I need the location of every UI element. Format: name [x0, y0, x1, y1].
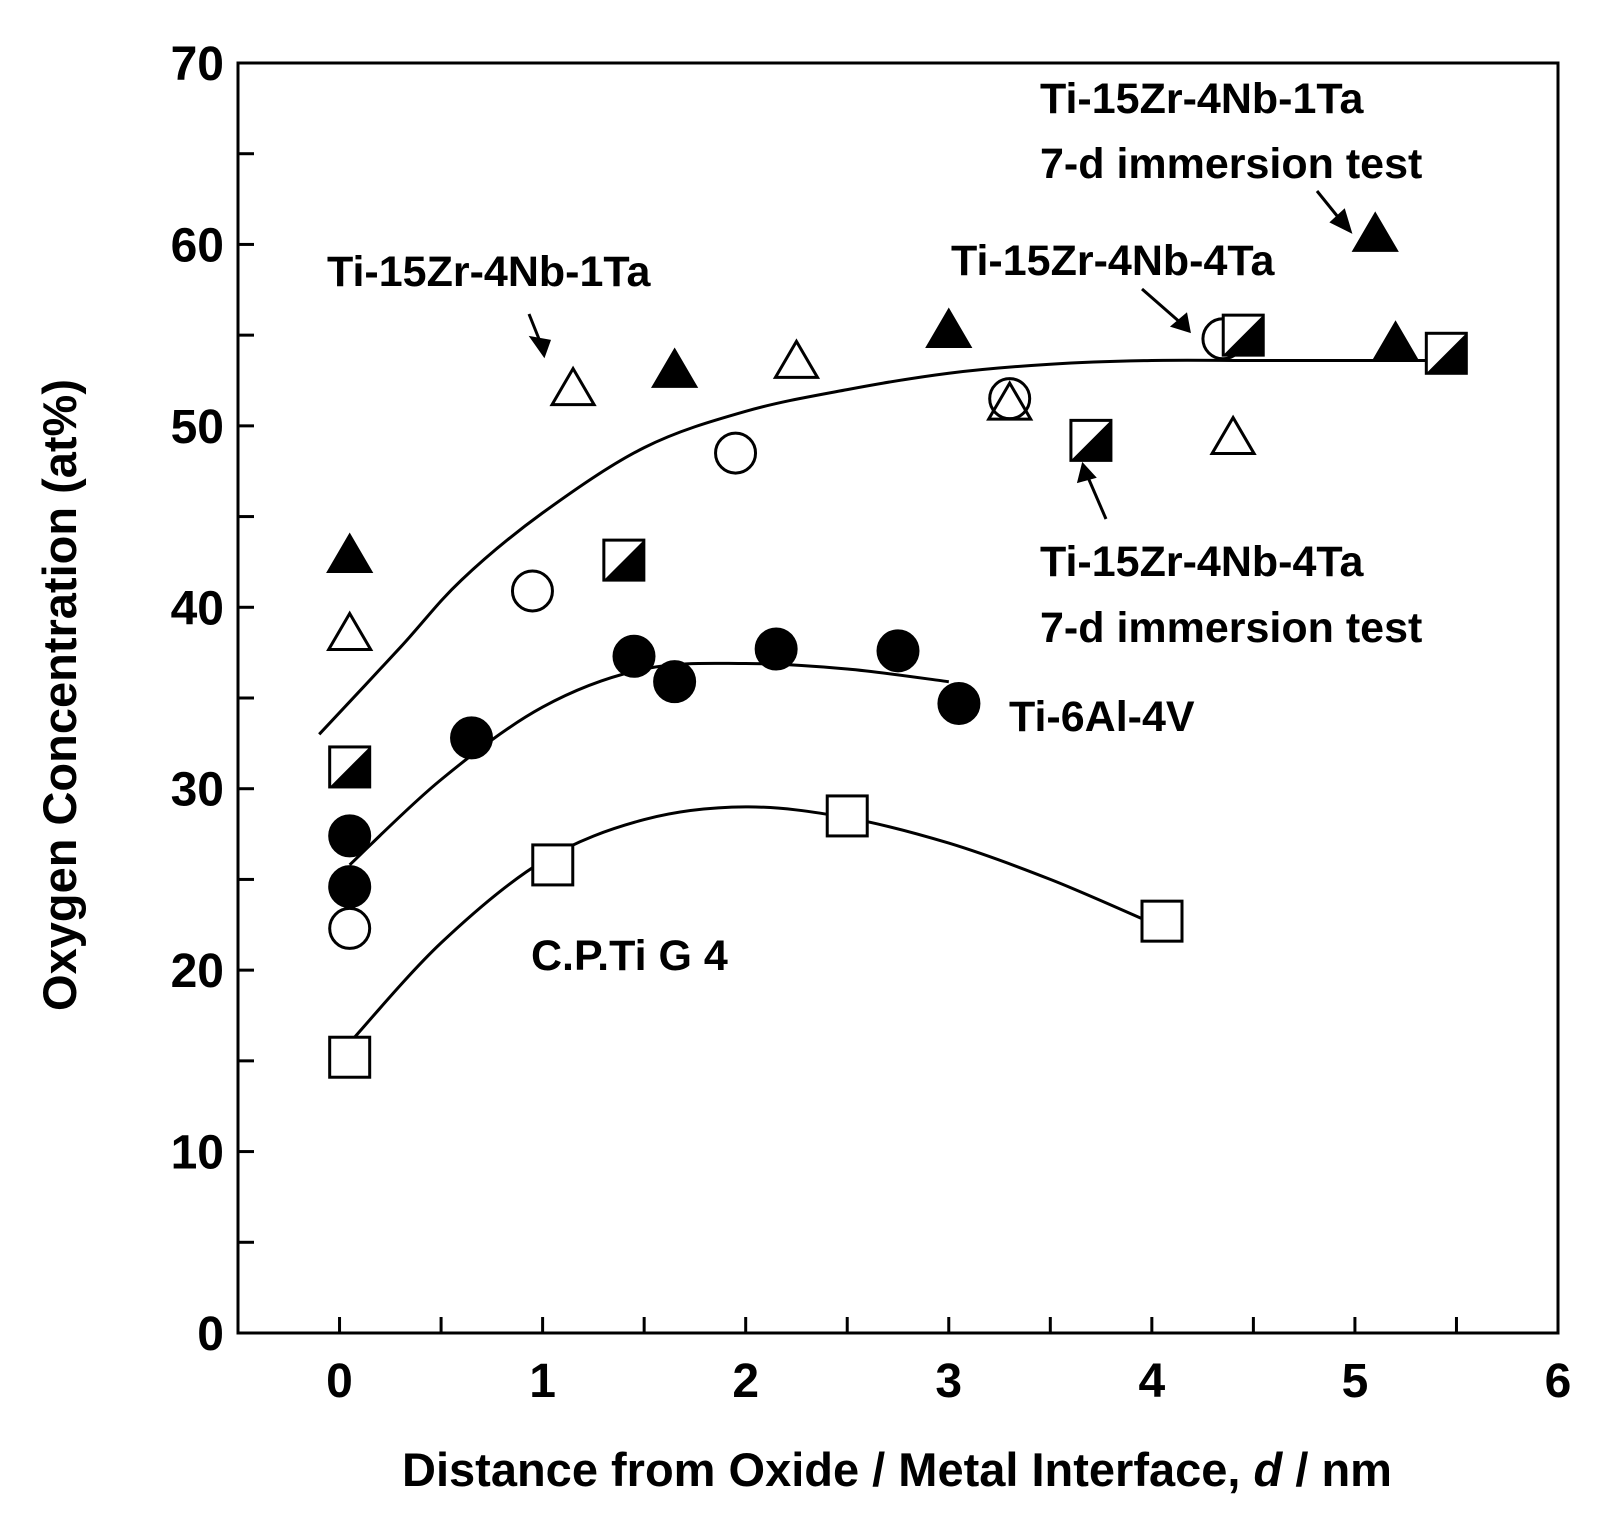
data-point-zr-1ta — [326, 610, 374, 651]
arrow-head-zr-4ta — [1169, 312, 1191, 334]
x-axis-title-unit: / nm — [1282, 1443, 1392, 1496]
label-zr-1ta: Ti-15Zr-4Nb-1Ta — [327, 248, 651, 296]
label-zr-4ta: Ti-15Zr-4Nb-4Ta — [951, 237, 1275, 285]
arrow-zr-4ta — [1141, 287, 1183, 326]
data-point-zr-1ta-immersion — [651, 347, 699, 388]
label-ti6al4v: Ti-6Al-4V — [1009, 693, 1195, 741]
label-zr-1ta-immersion-line1: Ti-15Zr-4Nb-1Ta — [1040, 75, 1364, 123]
data-point-zr-4ta — [328, 906, 372, 950]
marker-outline — [1424, 331, 1468, 375]
data-point-cp-ti — [1140, 899, 1184, 943]
data-point-zr-4ta-immersion — [328, 745, 372, 789]
marker-fill — [1070, 420, 1111, 461]
y-tick-label: 60 — [171, 219, 224, 272]
x-axis-title-main: Distance from Oxide / Metal Interface, — [402, 1443, 1254, 1496]
data-point-zr-1ta-immersion — [925, 307, 973, 349]
data-point-ti6al4v — [450, 716, 494, 760]
data-point-ti6al4v — [754, 627, 798, 671]
y-tick-label: 70 — [171, 38, 224, 91]
x-axis-title: Distance from Oxide / Metal Interface, d… — [402, 1443, 1392, 1496]
label-zr-4ta-immersion-line2: 7-d immersion test — [1040, 604, 1422, 652]
x-tick-label: 4 — [1138, 1355, 1165, 1408]
data-point-zr-1ta-immersion — [1351, 211, 1399, 252]
data-point-ti6al4v — [328, 814, 372, 858]
data-point-ti6al4v — [876, 629, 920, 673]
y-tick-label: 20 — [171, 945, 224, 998]
data-point-cp-ti — [531, 843, 575, 887]
data-point-zr-1ta-immersion — [326, 532, 374, 573]
annotation-arrows — [527, 190, 1353, 520]
x-tick-label: 6 — [1545, 1355, 1572, 1408]
marker-outline — [1221, 313, 1265, 357]
data-point-ti6al4v — [328, 865, 372, 909]
label-zr-1ta-immersion-line2: 7-d immersion test — [1040, 140, 1422, 188]
data-point-ti6al4v — [612, 634, 656, 678]
data-point-zr-1ta-immersion — [1371, 320, 1420, 361]
arrow-head-zr-1ta-immersion — [1329, 208, 1353, 234]
y-tick-label: 10 — [171, 1127, 224, 1180]
x-tick-label: 1 — [529, 1355, 556, 1408]
marker-fill — [603, 540, 644, 581]
label-cp-ti: C.P.Ti G 4 — [531, 932, 728, 980]
fit-curve-cp-ti — [348, 805, 1153, 1044]
data-point-ti6al4v — [937, 681, 981, 725]
data-point-zr-1ta — [549, 365, 597, 407]
marker-fill — [1223, 315, 1264, 356]
data-point-zr-1ta — [986, 380, 1034, 421]
x-tick-label: 0 — [326, 1355, 353, 1408]
marker-outline — [602, 538, 646, 582]
arrow-head-zr-4ta-immersion — [1076, 461, 1097, 484]
data-point-zr-4ta-immersion — [1424, 331, 1468, 375]
data-point-zr-4ta — [510, 569, 554, 613]
data-point-cp-ti — [825, 794, 869, 838]
x-axis-title-variable: d — [1254, 1443, 1284, 1496]
marker-fill — [329, 746, 370, 787]
data-point-zr-4ta-immersion — [602, 538, 646, 582]
data-point-cp-ti — [328, 1035, 372, 1079]
data-point-ti6al4v — [653, 660, 697, 704]
marker-outline — [328, 745, 372, 789]
data-point-zr-1ta — [772, 338, 821, 379]
label-zr-4ta-immersion-line1: Ti-15Zr-4Nb-4Ta — [1040, 538, 1364, 586]
marker-outline — [1069, 418, 1113, 462]
y-tick-label: 50 — [171, 401, 224, 454]
y-tick-label: 30 — [171, 764, 224, 817]
fit-curve-titanium-zr-alloys — [318, 358, 1457, 736]
data-point-zr-4ta-immersion — [1221, 313, 1265, 357]
arrow-zr-4ta-immersion — [1085, 474, 1108, 520]
y-axis-title: Oxygen Concentration (at%) — [33, 379, 86, 1011]
data-point-zr-4ta-immersion — [1069, 418, 1113, 462]
x-tick-label: 2 — [732, 1355, 759, 1408]
x-tick-label: 3 — [935, 1355, 962, 1408]
y-tick-label: 0 — [197, 1308, 224, 1361]
data-point-zr-1ta — [1209, 414, 1257, 456]
x-tick-label: 5 — [1342, 1355, 1369, 1408]
y-tick-label: 40 — [171, 582, 224, 635]
data-point-zr-4ta — [714, 431, 758, 475]
marker-fill — [1426, 333, 1467, 374]
arrow-head-zr-1ta — [528, 335, 552, 359]
